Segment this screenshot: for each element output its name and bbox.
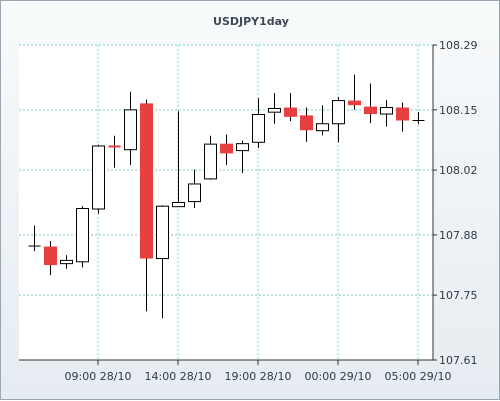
candle (332, 96, 345, 143)
candle (268, 93, 281, 124)
candle (108, 135, 121, 168)
candle-body (220, 143, 233, 154)
candle-body (284, 107, 297, 117)
candle (348, 74, 361, 110)
candle-body (268, 107, 281, 113)
candle (60, 255, 73, 269)
candle-body (300, 115, 313, 131)
y-tick-label: 107.61 (439, 354, 478, 367)
candle (396, 102, 409, 132)
candle (28, 225, 41, 252)
candle (188, 169, 201, 209)
candle (252, 98, 265, 148)
chart-title: USDJPY1day (213, 15, 289, 28)
x-tick-label: 19:00 28/10 (225, 370, 292, 383)
candle-body (140, 103, 153, 259)
candle (300, 107, 313, 142)
candle (220, 134, 233, 165)
candle-body (236, 143, 249, 152)
candle (380, 100, 393, 127)
candle-body (172, 202, 185, 208)
candle (172, 111, 185, 208)
plot-area (19, 45, 433, 360)
candle-body (92, 145, 105, 210)
candle (156, 205, 169, 319)
candle-body (316, 123, 329, 132)
candle (316, 105, 329, 136)
y-tick-label: 108.29 (439, 39, 478, 52)
candle (412, 112, 425, 125)
candle-body (44, 246, 57, 266)
candle-body (204, 143, 217, 180)
candle (92, 144, 105, 214)
candle-body (124, 109, 137, 151)
tick-labels: 108.29 108.15 108.02 107.88 107.75 107.61 09:0… (65, 39, 478, 383)
candle (204, 135, 217, 180)
candle-body (380, 107, 393, 115)
axes (19, 44, 437, 365)
candle (76, 206, 89, 268)
x-tick-label: 09:00 28/10 (65, 370, 132, 383)
y-tick-label: 108.02 (439, 164, 478, 177)
candle (124, 91, 137, 165)
y-tick-label: 107.88 (439, 229, 478, 242)
candle (364, 83, 377, 124)
x-tick-label: 00:00 29/10 (305, 370, 372, 383)
candle-body (364, 106, 377, 115)
x-tick-label: 14:00 28/10 (145, 370, 212, 383)
candle (140, 99, 153, 312)
candle-body (396, 107, 409, 121)
candle-body (60, 259, 73, 265)
candles (28, 74, 425, 319)
candle-body (348, 100, 361, 106)
candle-body (252, 113, 265, 143)
candle-body (188, 183, 201, 203)
candle-body (332, 100, 345, 125)
y-tick-label: 108.15 (439, 104, 478, 117)
candle (236, 140, 249, 173)
y-tick-label: 107.75 (439, 289, 478, 302)
candle (44, 240, 57, 276)
candle (284, 93, 297, 121)
x-tick-label: 05:00 29/10 (385, 370, 452, 383)
candle-body (156, 205, 169, 260)
candle-body (76, 208, 89, 263)
